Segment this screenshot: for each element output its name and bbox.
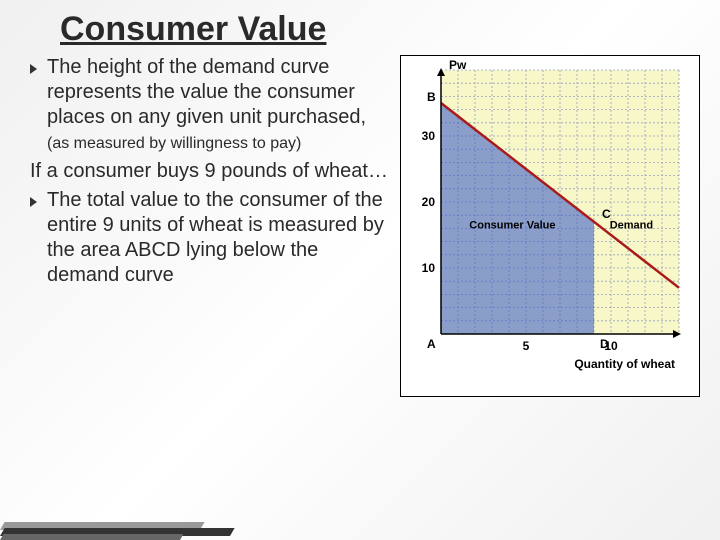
bullet-1-text: The height of the demand curve represent… [47,55,390,155]
slide-title: Consumer Value [60,10,700,49]
bullet-marker-icon [30,64,37,74]
chart-svg: 102030510PwQuantity of wheatABCDConsumer… [401,56,701,396]
svg-text:D: D [600,337,609,351]
bullet-3-text: The total value to the consumer of the e… [47,188,390,288]
bullet-marker-icon [30,197,37,207]
bullet-1-sub: (as measured by willingness to pay) [47,135,301,152]
demand-chart: 102030510PwQuantity of wheatABCDConsumer… [400,55,700,397]
chart-column: 102030510PwQuantity of wheatABCDConsumer… [400,55,700,520]
svg-text:5: 5 [523,339,530,353]
svg-text:10: 10 [422,261,436,275]
svg-text:Quantity of wheat: Quantity of wheat [574,357,675,371]
svg-text:Pw: Pw [449,58,467,72]
svg-text:B: B [427,90,436,104]
svg-text:20: 20 [422,195,436,209]
svg-text:Consumer Value: Consumer Value [469,219,555,231]
content-row: The height of the demand curve represent… [20,55,700,520]
bullet-1-main: The height of the demand curve represent… [47,56,366,128]
svg-text:A: A [427,337,436,351]
text-column: The height of the demand curve represent… [20,55,390,520]
svg-text:30: 30 [422,129,436,143]
svg-text:Demand: Demand [610,219,653,231]
bullet-1: The height of the demand curve represent… [30,55,390,155]
bullet-3: The total value to the consumer of the e… [30,188,390,288]
slide-decor [0,500,260,540]
line-2: If a consumer buys 9 pounds of wheat… [30,159,390,184]
